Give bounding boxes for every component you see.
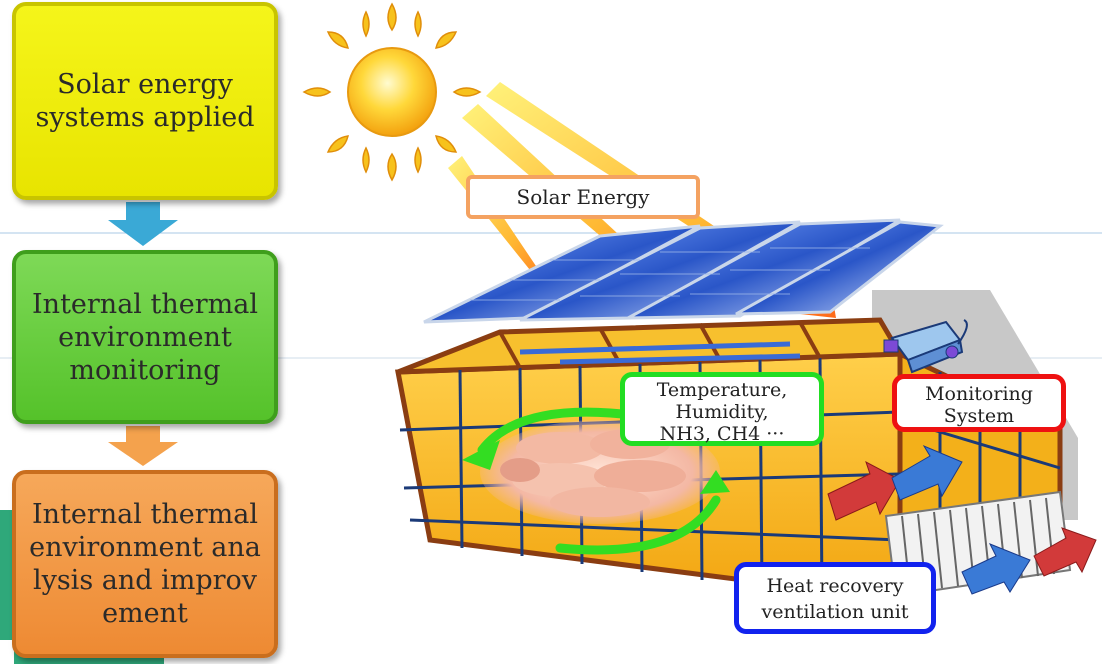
airflow-arrow-blue-2 xyxy=(961,543,1031,595)
airflow-arrow-red-2 xyxy=(1033,527,1097,577)
airflow-arrow-red-1 xyxy=(827,460,901,521)
sun-icon xyxy=(302,2,482,182)
solar-energy-label: Solar Energy xyxy=(466,175,700,219)
panel-mount-rails xyxy=(519,341,801,365)
step-thermal-monitoring: Internal thermal environment monitoring xyxy=(12,250,278,424)
airflow-arrow-blue-1 xyxy=(891,444,963,501)
flow-arrow-down-1 xyxy=(108,202,178,246)
heat-recovery-label: Heat recovery ventilation unit xyxy=(734,562,936,634)
step-solar-energy-systems: Solar energy systems applied xyxy=(12,2,278,200)
circulation-arrowhead-right xyxy=(700,470,730,494)
measurements-label: Temperature, Humidity, NH3, CH4 ··· xyxy=(620,372,824,446)
monitoring-camera-icon xyxy=(883,319,968,374)
flow-arrow-down-2 xyxy=(108,426,178,466)
monitoring-system-label: Monitoring System xyxy=(892,374,1066,432)
solar-panels xyxy=(423,218,944,324)
step-thermal-analysis: Internal thermal environment ana lysis a… xyxy=(12,470,278,658)
left-edge-strip xyxy=(0,510,14,640)
air-circulation-arrows xyxy=(477,407,721,555)
circulation-arrowhead-left xyxy=(462,440,500,470)
